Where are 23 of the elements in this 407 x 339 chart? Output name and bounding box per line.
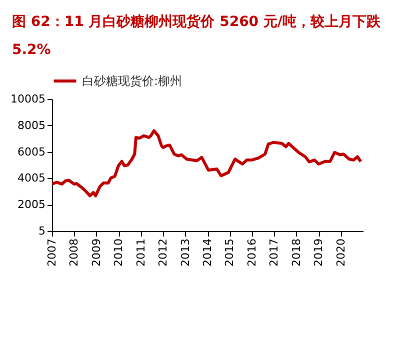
x-tick-label: 2017 — [268, 238, 281, 266]
y-tick-label: 5 — [38, 224, 46, 238]
y-tick-label: 2005 — [18, 198, 46, 212]
legend-label: 白砂糖现货价:柳州 — [82, 74, 182, 88]
x-tick-label: 2016 — [245, 238, 258, 266]
chart-title: 图 62：11 月白砂糖柳州现货价 5260 元/吨，较上月下跌 5.2% — [12, 13, 382, 60]
x-tick-label: 2015 — [223, 238, 236, 266]
y-tick-label: 10005 — [10, 92, 46, 106]
line-series — [52, 129, 362, 198]
x-tick-label: 2007 — [46, 238, 58, 266]
x-tick-label: 2011 — [134, 238, 148, 266]
y-tick-label: 4005 — [18, 172, 46, 185]
x-tick-label: 2020 — [334, 238, 348, 266]
x-tick-label: 2013 — [178, 238, 192, 266]
x-tick-label: 2009 — [90, 238, 103, 266]
x-tick-label: 2018 — [290, 238, 303, 266]
y-tick-label: 6005 — [18, 145, 46, 158]
x-tick-label: 2010 — [112, 238, 126, 266]
x-tick-label: 2019 — [312, 238, 326, 266]
x-tick-label: 2012 — [156, 238, 170, 266]
x-tick-label: 2014 — [201, 238, 214, 266]
y-tick-label: 8005 — [18, 118, 46, 132]
x-tick-label: 2008 — [68, 238, 81, 266]
